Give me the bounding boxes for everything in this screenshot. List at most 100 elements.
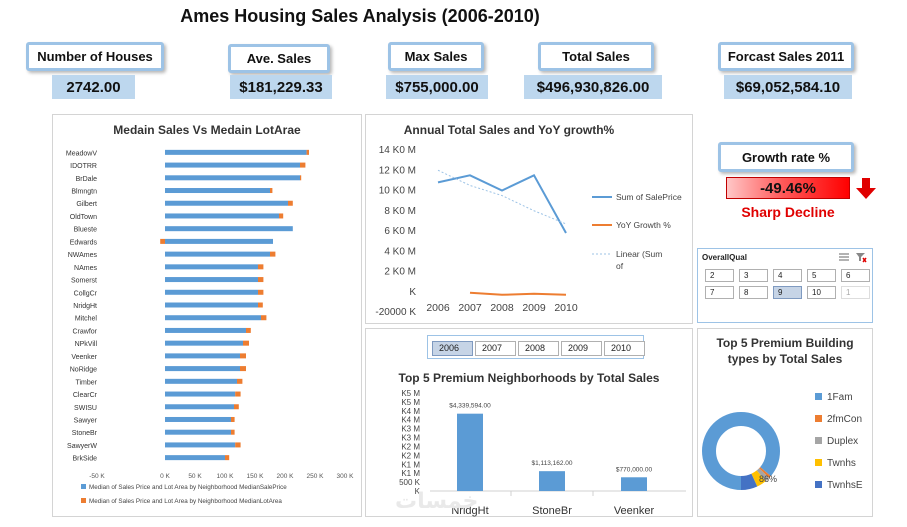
hbar-lot-area-bar[interactable] [240, 366, 246, 372]
qual-slicer-item[interactable]: 4 [773, 269, 802, 282]
year-slicer-item[interactable]: 2009 [561, 341, 602, 356]
neighborhoods-panel[interactable]: 2006 2007 2008 2009 2010 Top 5 Premium Neigh… [365, 328, 693, 517]
annual-sales-chart: 14 K0 M 12 K0 M 10 K0 M 8 K0 M 6 K0 M 4 K0 M 2… [375, 145, 682, 318]
hbar-sale-price-bar[interactable] [165, 378, 237, 384]
line-x-tick: 2009 [522, 302, 546, 314]
nbar-bar[interactable] [621, 477, 647, 491]
year-slicer[interactable]: 2006 2007 2008 2009 2010 [427, 335, 645, 359]
hbar-lot-area-bar[interactable] [231, 416, 235, 422]
clear-filter-icon[interactable] [855, 252, 867, 263]
kpi-houses-label: Number of Houses [26, 42, 164, 71]
hbar-x-tick: 100 K [217, 473, 235, 480]
hbar-sale-price-bar[interactable] [165, 200, 288, 206]
building-types-panel[interactable]: Top 5 Premium Building types by Total Sa… [697, 328, 873, 517]
hbar-lot-area-bar[interactable] [240, 353, 246, 359]
hbar-sale-price-bar[interactable] [165, 277, 258, 283]
hbar-category-label: Somerst [71, 278, 97, 285]
hbar-lot-area-bar[interactable] [246, 327, 251, 333]
nbar-y-tick: K3 M [401, 434, 420, 443]
nbar-bar[interactable] [539, 471, 565, 491]
qual-slicer-item[interactable]: 1 [841, 286, 870, 299]
hbar-x-tick: 50 K [188, 473, 202, 480]
line-y-tick: 10 K0 M [379, 186, 416, 197]
hbar-sale-price-bar[interactable] [165, 391, 236, 397]
hbar-lot-area-bar[interactable] [270, 188, 273, 194]
hbar-sale-price-bar[interactable] [165, 162, 300, 168]
hbar-sale-price-bar[interactable] [165, 404, 234, 410]
hbar-lot-area-bar[interactable] [160, 238, 165, 244]
hbar-lot-area-bar[interactable] [243, 340, 249, 346]
line-y-tick: 12 K0 M [379, 165, 416, 176]
hbar-sale-price-bar[interactable] [165, 226, 293, 232]
hbar-lot-area-bar[interactable] [258, 277, 264, 283]
hbar-category-label: CollgCr [74, 290, 98, 297]
qual-slicer-item[interactable]: 5 [807, 269, 836, 282]
hbar-sale-price-bar[interactable] [165, 442, 236, 448]
hbar-lot-area-bar[interactable] [279, 213, 284, 219]
hbar-lot-area-bar[interactable] [288, 200, 293, 206]
nbar-y-tick: K5 M [401, 398, 420, 407]
hbar-sale-price-bar[interactable] [165, 340, 243, 346]
hbar-lot-area-bar[interactable] [300, 162, 306, 168]
median-sales-chart-panel[interactable]: Medain Sales Vs Medain LotArae MeadowV ID… [52, 114, 362, 517]
hbar-sale-price-bar[interactable] [165, 429, 231, 435]
nbar-bar[interactable] [457, 413, 483, 491]
hbar-sale-price-bar[interactable] [165, 289, 258, 295]
year-slicer-item[interactable]: 2006 [432, 341, 473, 356]
hbar-lot-area-bar[interactable] [235, 391, 241, 397]
overallqual-slicer[interactable]: OverallQual 2 3 4 5 6 7 8 9 10 1 [697, 248, 873, 323]
hbar-lot-area-bar[interactable] [258, 264, 264, 270]
median-sales-chart-title: Medain Sales Vs Medain LotArae [113, 123, 301, 137]
hbar-lot-area-bar[interactable] [237, 378, 243, 384]
watermark-logo: خمسات [395, 488, 479, 513]
hbar-sale-price-bar[interactable] [165, 251, 270, 257]
qual-slicer-item[interactable]: 6 [841, 269, 870, 282]
hbar-sale-price-bar[interactable] [165, 264, 258, 270]
qual-slicer-item[interactable]: 9 [773, 286, 802, 299]
hbar-lot-area-bar[interactable] [300, 175, 302, 181]
hbar-sale-price-bar[interactable] [165, 213, 279, 219]
qual-slicer-item[interactable]: 2 [705, 269, 734, 282]
hbar-sale-price-bar[interactable] [165, 238, 273, 244]
hbar-sale-price-bar[interactable] [165, 353, 240, 359]
hbar-lot-area-bar[interactable] [270, 251, 276, 257]
hbar-sale-price-bar[interactable] [165, 327, 246, 333]
year-slicer-item[interactable]: 2010 [604, 341, 645, 356]
qual-slicer-item[interactable]: 8 [739, 286, 768, 299]
line-y-tick: -20000 K [375, 307, 416, 318]
year-slicer-item[interactable]: 2007 [475, 341, 516, 356]
hbar-lot-area-bar[interactable] [234, 404, 239, 410]
nbar-category-label: NridgHt [451, 505, 488, 517]
nbar-y-tick: K2 M [401, 442, 420, 451]
donut-legend-swatch [815, 415, 822, 422]
hbar-lot-area-bar[interactable] [261, 315, 267, 321]
hbar-lot-area-bar[interactable] [306, 149, 309, 155]
hbar-category-label: NAmes [74, 265, 97, 272]
hbar-sale-price-bar[interactable] [165, 175, 300, 181]
hbar-sale-price-bar[interactable] [165, 188, 270, 194]
line-series[interactable] [437, 169, 567, 225]
line-series[interactable] [437, 174, 567, 234]
hbar-sale-price-bar[interactable] [165, 315, 261, 321]
year-slicer-item[interactable]: 2008 [518, 341, 559, 356]
multi-select-icon[interactable] [838, 252, 850, 262]
hbar-sale-price-bar[interactable] [165, 302, 258, 308]
hbar-lot-area-bar[interactable] [231, 429, 235, 435]
hbar-lot-area-bar[interactable] [258, 289, 264, 295]
qual-slicer-item[interactable]: 7 [705, 286, 734, 299]
hbar-lot-area-bar[interactable] [235, 442, 241, 448]
annual-sales-chart-panel[interactable]: Annual Total Sales and YoY growth% 14 K0… [365, 114, 693, 324]
hbar-sale-price-bar[interactable] [165, 149, 307, 155]
hbar-sale-price-bar[interactable] [165, 366, 240, 372]
donut-slice[interactable] [702, 412, 780, 490]
hbar-lot-area-bar[interactable] [225, 455, 230, 461]
line-x-tick: 2007 [458, 302, 482, 314]
qual-slicer-item[interactable]: 10 [807, 286, 836, 299]
line-series[interactable] [469, 291, 567, 296]
line-legend-label: of [616, 261, 624, 271]
donut-legend-label: 1Fam [827, 392, 853, 403]
qual-slicer-item[interactable]: 3 [739, 269, 768, 282]
hbar-sale-price-bar[interactable] [165, 416, 231, 422]
hbar-sale-price-bar[interactable] [165, 455, 225, 461]
hbar-lot-area-bar[interactable] [258, 302, 263, 308]
